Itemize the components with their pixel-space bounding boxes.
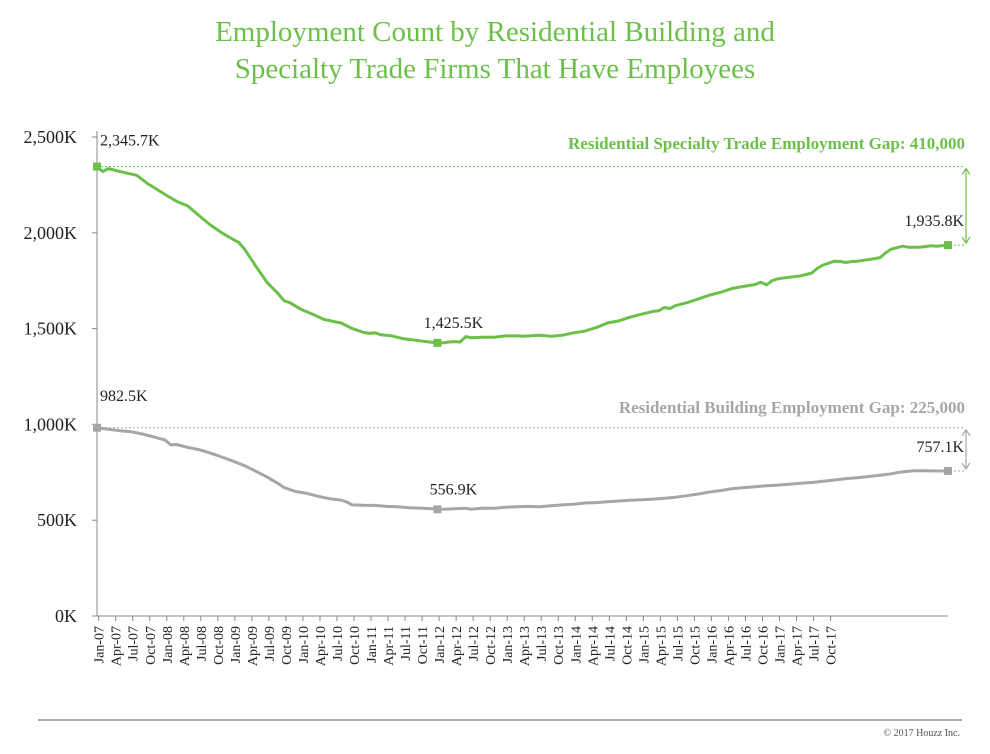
gap-arrow-head-top	[961, 167, 971, 175]
x-tick-label: Oct-09	[280, 626, 295, 665]
x-tick-label: Apr-07	[110, 626, 125, 666]
x-tick-label: Oct-10	[348, 626, 363, 665]
x-tick-label: Jan-13	[501, 626, 516, 663]
x-tick-label: Jan-16	[705, 626, 720, 663]
x-tick-label: Jul-14	[603, 626, 618, 661]
y-tick-label: 1,500K	[24, 319, 78, 339]
y-tick-label: 1,000K	[24, 414, 78, 434]
y-tick-label: 0K	[55, 606, 77, 626]
x-tick-label: Jan-07	[93, 626, 108, 663]
x-tick-label: Apr-08	[178, 626, 193, 666]
data-label: 556.9K	[430, 481, 478, 498]
data-point-marker	[944, 466, 952, 475]
x-tick-label: Apr-12	[450, 626, 465, 666]
x-tick-label: Jul-07	[127, 626, 142, 661]
x-tick-label: Oct-15	[688, 626, 703, 665]
x-tick-label: Jan-09	[229, 626, 244, 663]
gap-label: Residential Building Employment Gap: 225…	[619, 398, 965, 417]
x-tick-label: Jul-11	[399, 626, 414, 660]
x-tick-label: Jan-12	[433, 626, 448, 663]
building-series-line	[95, 426, 950, 511]
data-point-marker	[93, 423, 101, 432]
x-tick-label: Jan-08	[161, 626, 176, 663]
x-tick-label: Jan-10	[297, 626, 312, 663]
x-tick-label: Jan-17	[774, 626, 789, 663]
data-label: 757.1K	[916, 439, 964, 456]
x-tick-label: Oct-14	[620, 626, 635, 665]
x-tick-label: Apr-15	[654, 626, 669, 666]
data-label: 1,425.5K	[424, 315, 484, 332]
x-tick-label: Oct-11	[416, 626, 431, 664]
data-label: 982.5K	[100, 388, 148, 405]
x-tick-label: Oct-12	[484, 626, 499, 665]
y-tick-label: 2,000K	[24, 223, 78, 243]
x-tick-label: Jan-15	[637, 626, 652, 663]
gap-label: Residential Specialty Trade Employment G…	[568, 134, 965, 153]
x-tick-label: Apr-11	[382, 626, 397, 666]
specialty-series-line	[95, 165, 950, 345]
data-label: 1,935.8K	[904, 213, 964, 230]
x-tick-label: Jul-09	[263, 626, 278, 661]
x-tick-label: Apr-14	[586, 626, 601, 666]
data-point-marker	[93, 162, 101, 171]
x-tick-label: Jul-10	[331, 626, 346, 661]
x-tick-label: Apr-09	[246, 626, 261, 666]
data-point-marker	[433, 505, 442, 514]
x-tick-label: Jul-12	[467, 626, 482, 661]
gap-arrow-head-bottom	[961, 236, 971, 245]
x-tick-label: Jul-16	[739, 626, 754, 661]
chart-title: Employment Count by Residential Building…	[0, 14, 990, 88]
x-tick-label: Oct-16	[756, 626, 771, 665]
x-tick-label: Jul-15	[671, 626, 686, 661]
x-tick-label: Apr-16	[722, 626, 737, 666]
x-tick-label: Jan-14	[569, 626, 584, 663]
x-tick-label: Apr-10	[314, 626, 329, 666]
x-tick-label: Oct-13	[552, 626, 567, 665]
data-label: 2,345.7K	[100, 133, 160, 150]
x-tick-label: Jul-13	[535, 626, 550, 661]
x-tick-label: Apr-17	[791, 626, 806, 666]
x-tick-label: Apr-13	[518, 626, 533, 666]
x-tick-label: Oct-17	[825, 626, 840, 665]
x-tick-label: Oct-07	[144, 626, 159, 665]
gap-arrow-head-top	[961, 428, 971, 437]
chart-title-line2: Specialty Trade Firms That Have Employee…	[234, 53, 756, 85]
y-tick-label: 500K	[37, 510, 77, 530]
y-tick-label: 2,500K	[24, 127, 78, 147]
x-tick-label: Jul-08	[195, 626, 210, 661]
copyright-notice: © 2017 Houzz Inc.	[883, 728, 960, 739]
gap-arrow-head-bottom	[961, 462, 971, 471]
chart-title-line1: Employment Count by Residential Building…	[215, 16, 775, 48]
x-tick-label: Jul-17	[808, 626, 823, 661]
x-tick-label: Jan-11	[365, 626, 380, 663]
x-tick-label: Oct-08	[212, 626, 227, 665]
data-point-marker	[433, 338, 442, 347]
data-point-marker	[944, 241, 952, 250]
